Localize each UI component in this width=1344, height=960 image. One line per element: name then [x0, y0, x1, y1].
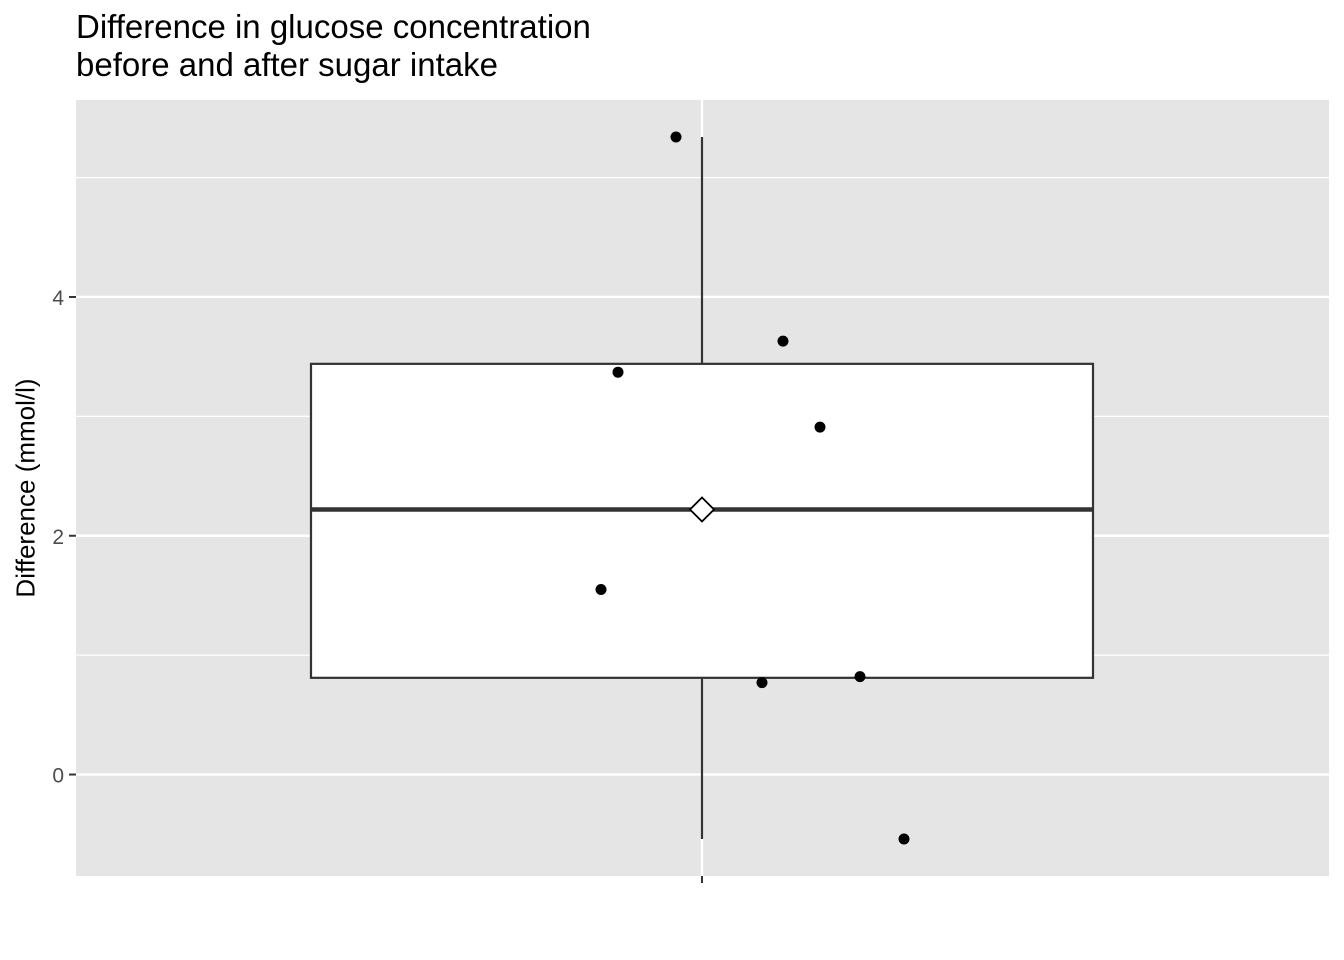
data-point — [612, 366, 624, 378]
mean-marker — [688, 496, 716, 523]
data-point — [670, 131, 682, 143]
chart-title: Difference in glucose concentration befo… — [76, 8, 591, 84]
y-tick-label: 4 — [52, 287, 64, 310]
data-point — [756, 677, 768, 689]
data-point — [814, 421, 826, 433]
y-tick-label: 2 — [52, 526, 64, 549]
data-point — [854, 671, 866, 683]
data-point — [898, 833, 910, 845]
data-point — [777, 335, 789, 347]
y-tick-label: 0 — [52, 765, 64, 788]
chart-title-line-1: Difference in glucose concentration — [76, 8, 591, 45]
data-point — [595, 583, 607, 595]
chart-title-line-2: before and after sugar intake — [76, 46, 498, 83]
